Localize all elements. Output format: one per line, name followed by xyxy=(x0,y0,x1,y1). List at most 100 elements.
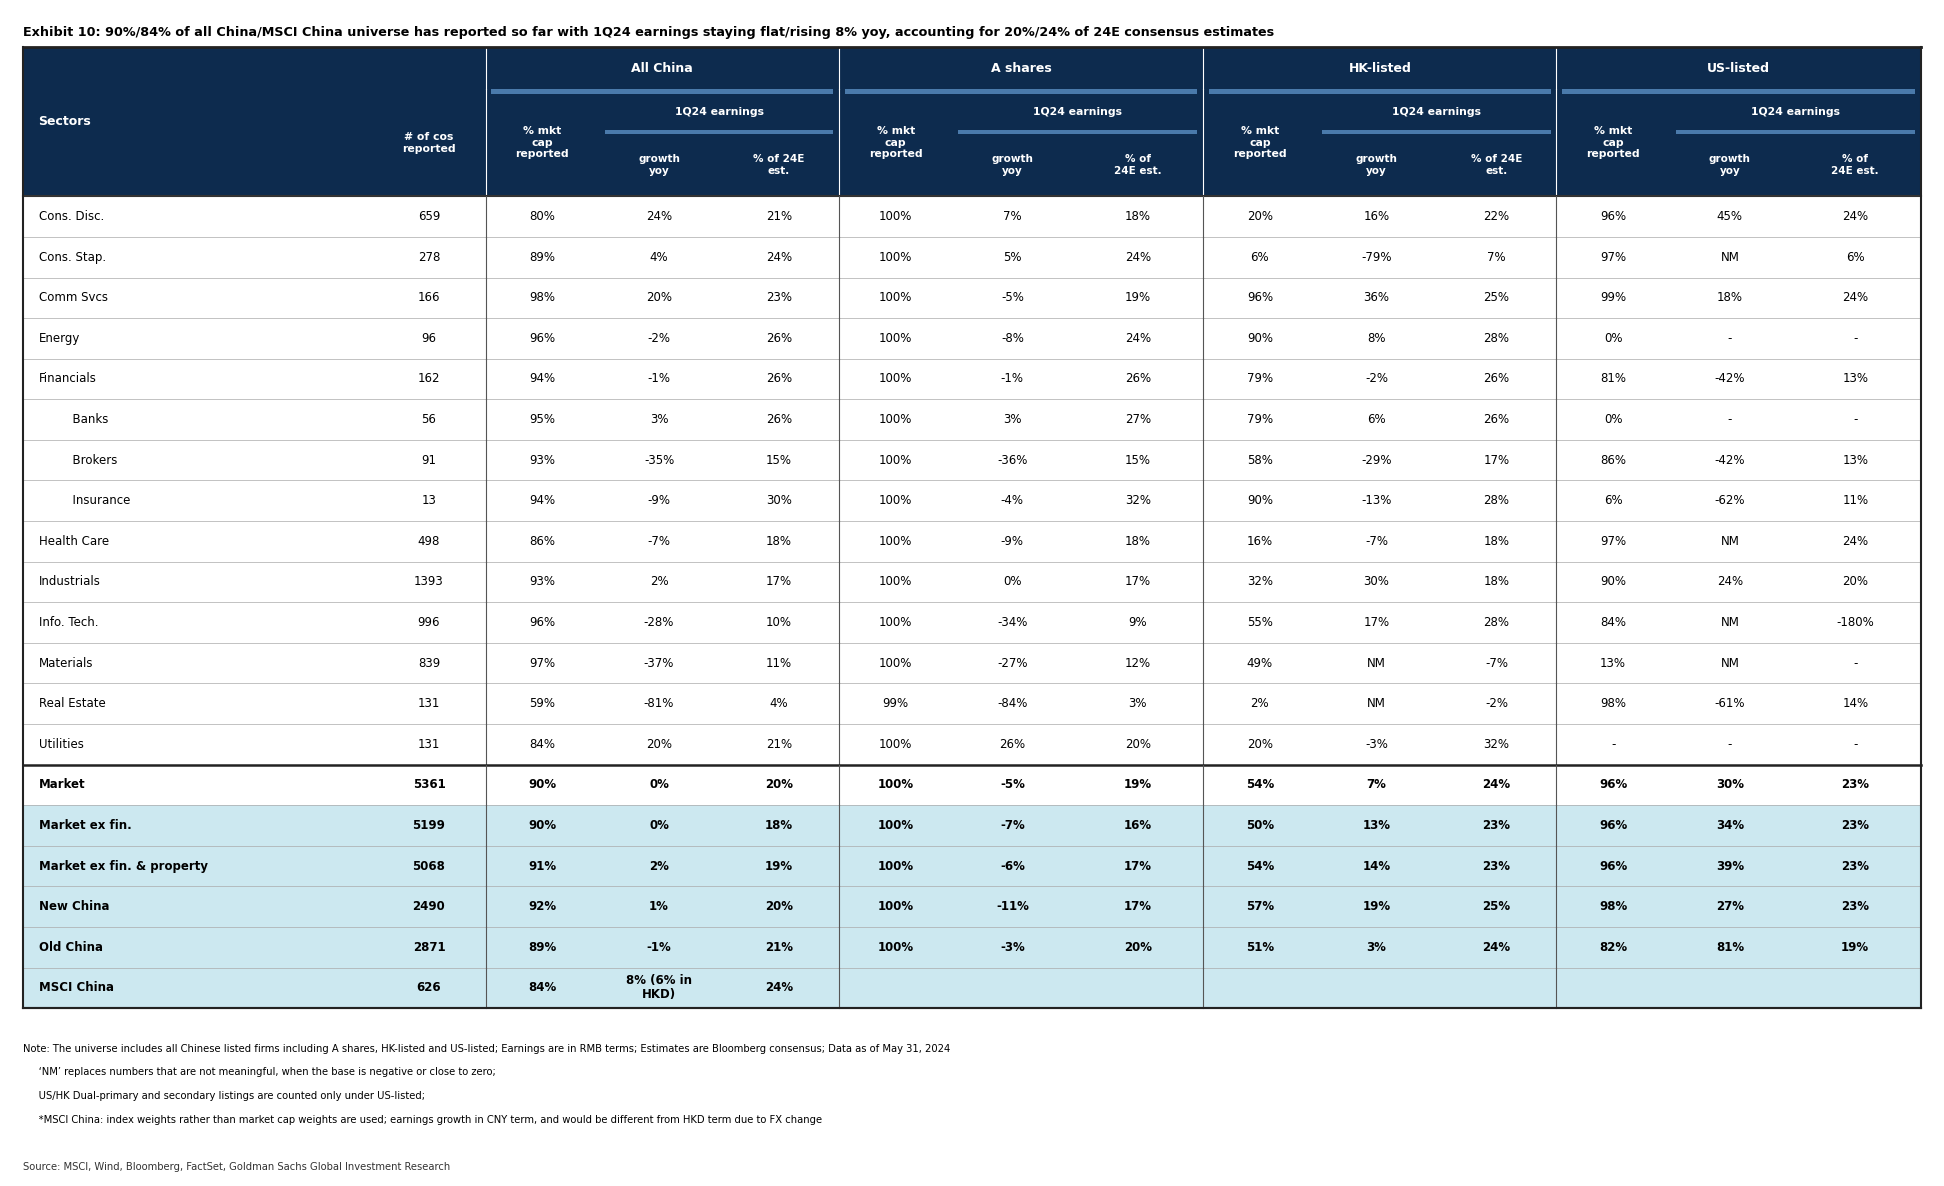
Text: -28%: -28% xyxy=(643,616,675,629)
Bar xyxy=(23,480,1921,521)
Text: Old China: Old China xyxy=(39,940,103,954)
Text: 100%: 100% xyxy=(879,250,912,263)
Text: 12%: 12% xyxy=(1126,657,1151,670)
Text: 24%: 24% xyxy=(1483,940,1510,954)
Text: 100%: 100% xyxy=(877,860,914,873)
Text: 28%: 28% xyxy=(1483,332,1509,345)
Text: -1%: -1% xyxy=(1001,372,1024,385)
Text: 24%: 24% xyxy=(1843,292,1868,305)
Text: % of 24E
est.: % of 24E est. xyxy=(1472,154,1522,176)
Bar xyxy=(23,927,1921,968)
Text: 100%: 100% xyxy=(879,575,912,588)
Text: 24%: 24% xyxy=(1843,535,1868,548)
Text: HK-listed: HK-listed xyxy=(1349,62,1411,75)
Text: 96%: 96% xyxy=(529,616,556,629)
Bar xyxy=(23,968,1921,1008)
Text: -4%: -4% xyxy=(1001,495,1024,508)
Text: -84%: -84% xyxy=(997,697,1028,710)
Text: 89%: 89% xyxy=(529,250,556,263)
Text: 89%: 89% xyxy=(529,940,556,954)
Text: 3%: 3% xyxy=(1129,697,1147,710)
Text: NM: NM xyxy=(1367,697,1386,710)
Text: NM: NM xyxy=(1720,616,1740,629)
Text: 21%: 21% xyxy=(766,210,791,223)
Bar xyxy=(23,723,1921,765)
Text: 17%: 17% xyxy=(1126,575,1151,588)
Text: -: - xyxy=(1853,738,1857,751)
Bar xyxy=(23,602,1921,643)
Text: 51%: 51% xyxy=(1246,940,1273,954)
Text: 0%: 0% xyxy=(1604,332,1623,345)
Text: 100%: 100% xyxy=(879,616,912,629)
Text: 0%: 0% xyxy=(649,820,669,831)
Bar xyxy=(1322,130,1551,134)
Text: 2%: 2% xyxy=(1250,697,1269,710)
Text: -: - xyxy=(1728,332,1732,345)
Text: 90%: 90% xyxy=(529,820,556,831)
Text: 27%: 27% xyxy=(1717,900,1744,913)
Text: 97%: 97% xyxy=(1600,535,1627,548)
Bar xyxy=(1676,130,1915,134)
Text: Utilities: Utilities xyxy=(39,738,84,751)
Text: Cons. Disc.: Cons. Disc. xyxy=(39,210,103,223)
Bar xyxy=(23,358,1921,400)
Text: 8%: 8% xyxy=(1367,332,1386,345)
Text: Financials: Financials xyxy=(39,372,97,385)
Text: Market ex fin.: Market ex fin. xyxy=(39,820,132,831)
Text: 6%: 6% xyxy=(1367,413,1386,426)
Text: 24%: 24% xyxy=(1126,332,1151,345)
Text: -7%: -7% xyxy=(647,535,671,548)
Text: 7%: 7% xyxy=(1003,210,1023,223)
Text: 23%: 23% xyxy=(1841,900,1870,913)
Text: 21%: 21% xyxy=(766,738,791,751)
Text: Exhibit 10: 90%/84% of all China/MSCI China universe has reported so far with 1Q: Exhibit 10: 90%/84% of all China/MSCI Ch… xyxy=(23,26,1275,39)
Text: 839: 839 xyxy=(418,657,439,670)
Text: -: - xyxy=(1728,413,1732,426)
Text: growth
yoy: growth yoy xyxy=(638,154,680,176)
Text: 30%: 30% xyxy=(766,495,791,508)
Text: NM: NM xyxy=(1720,250,1740,263)
Text: 7%: 7% xyxy=(1367,778,1386,791)
Text: -: - xyxy=(1612,738,1615,751)
Text: 25%: 25% xyxy=(1483,900,1510,913)
Text: 100%: 100% xyxy=(877,778,914,791)
Text: 23%: 23% xyxy=(1483,860,1510,873)
Text: 16%: 16% xyxy=(1246,535,1273,548)
Text: 26%: 26% xyxy=(1126,372,1151,385)
Text: -1%: -1% xyxy=(647,372,671,385)
Text: 18%: 18% xyxy=(1717,292,1744,305)
Bar xyxy=(23,278,1921,318)
Text: -79%: -79% xyxy=(1361,250,1392,263)
Text: -7%: -7% xyxy=(1485,657,1509,670)
Text: 2%: 2% xyxy=(649,575,669,588)
Bar xyxy=(23,237,1921,278)
Text: % mkt
cap
reported: % mkt cap reported xyxy=(869,126,923,159)
Text: 84%: 84% xyxy=(529,738,556,751)
Bar xyxy=(23,318,1921,358)
Text: 16%: 16% xyxy=(1124,820,1151,831)
Text: 50%: 50% xyxy=(1246,820,1273,831)
Text: 100%: 100% xyxy=(879,210,912,223)
Text: 20%: 20% xyxy=(766,778,793,791)
Text: 14%: 14% xyxy=(1363,860,1390,873)
Text: -62%: -62% xyxy=(1715,495,1746,508)
Text: 94%: 94% xyxy=(529,372,556,385)
Text: 6%: 6% xyxy=(1847,250,1864,263)
Text: 162: 162 xyxy=(418,372,439,385)
Text: 27%: 27% xyxy=(1126,413,1151,426)
Text: -5%: -5% xyxy=(1001,292,1024,305)
Text: -35%: -35% xyxy=(643,454,675,466)
Text: -: - xyxy=(1728,738,1732,751)
Text: -5%: -5% xyxy=(999,778,1024,791)
Text: 99%: 99% xyxy=(883,697,908,710)
Text: -36%: -36% xyxy=(997,454,1028,466)
Text: 98%: 98% xyxy=(1600,697,1627,710)
Text: 5%: 5% xyxy=(1003,250,1023,263)
Text: -2%: -2% xyxy=(647,332,671,345)
Bar xyxy=(23,643,1921,683)
Text: 17%: 17% xyxy=(1483,454,1510,466)
Text: Health Care: Health Care xyxy=(39,535,109,548)
Text: Materials: Materials xyxy=(39,657,93,670)
Text: 18%: 18% xyxy=(1126,535,1151,548)
Text: % mkt
cap
reported: % mkt cap reported xyxy=(515,126,570,159)
